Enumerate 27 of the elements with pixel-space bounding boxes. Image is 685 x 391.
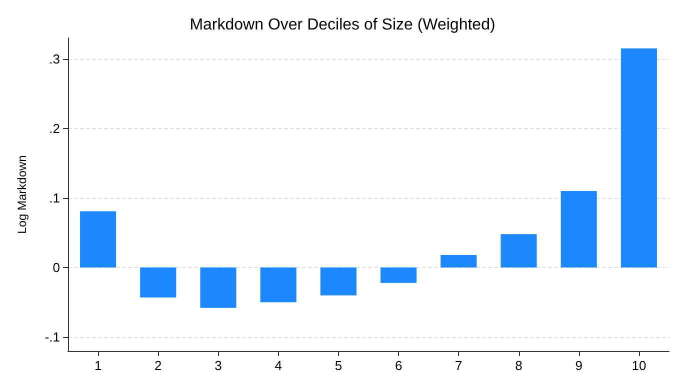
bar (260, 268, 296, 302)
x-tick-label: 6 (394, 358, 402, 373)
x-tick-label: 5 (334, 358, 342, 373)
y-tick-label: .1 (49, 190, 60, 206)
bar (200, 268, 236, 308)
x-tick-label: 8 (515, 358, 522, 373)
bar (140, 268, 176, 298)
bar (380, 268, 417, 283)
bar (80, 211, 116, 268)
y-tick-label: -.1 (44, 330, 60, 345)
bar (620, 48, 657, 268)
x-tick-label: 3 (214, 358, 222, 373)
y-axis-title: Log Markdown (15, 155, 29, 234)
chart-title: Markdown Over Deciles of Size (Weighted) (190, 16, 496, 34)
bar (320, 268, 356, 296)
x-tick-label: 9 (575, 358, 582, 373)
x-tick-label: 2 (154, 358, 162, 373)
x-tick-label: 10 (632, 358, 646, 373)
y-tick-label: 0 (52, 260, 60, 276)
y-tick-label: .2 (49, 120, 60, 136)
x-tick-label: 1 (94, 358, 102, 373)
bar (440, 255, 477, 268)
x-tick-label: 4 (274, 358, 282, 373)
y-tick-label: .3 (49, 51, 60, 66)
bar (560, 191, 597, 268)
x-tick-label: 7 (455, 358, 462, 373)
bar (500, 234, 537, 268)
